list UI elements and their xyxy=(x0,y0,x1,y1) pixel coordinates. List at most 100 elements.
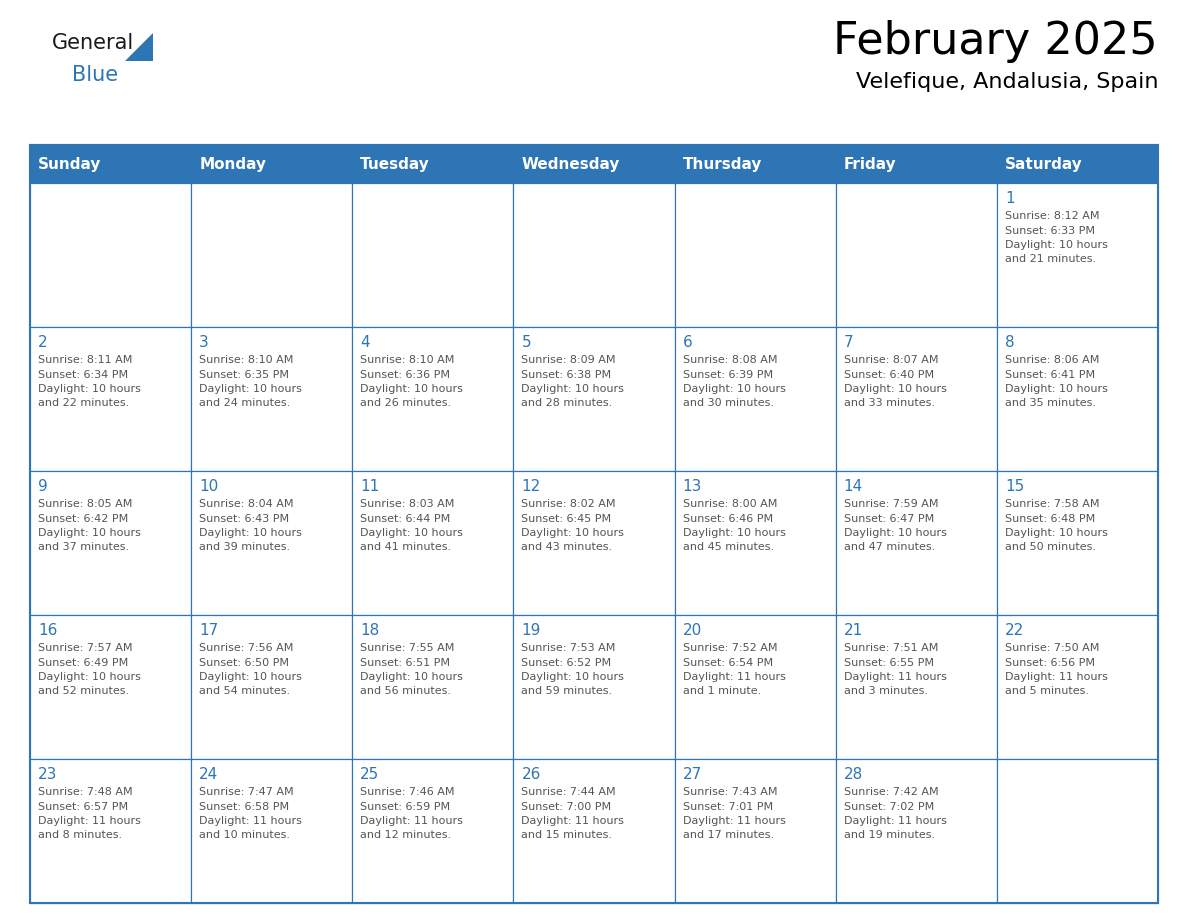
Bar xyxy=(835,759,997,903)
Bar xyxy=(30,615,191,759)
Text: and 43 minutes.: and 43 minutes. xyxy=(522,543,613,553)
Text: 2: 2 xyxy=(38,335,48,350)
Text: Velefique, Andalusia, Spain: Velefique, Andalusia, Spain xyxy=(855,72,1158,92)
Text: and 19 minutes.: and 19 minutes. xyxy=(843,831,935,841)
Text: Sunrise: 8:07 AM: Sunrise: 8:07 AM xyxy=(843,355,939,365)
Text: Sunrise: 7:53 AM: Sunrise: 7:53 AM xyxy=(522,643,615,653)
Text: 11: 11 xyxy=(360,479,379,494)
Text: 15: 15 xyxy=(1005,479,1024,494)
Text: 4: 4 xyxy=(360,335,369,350)
Text: Sunset: 6:50 PM: Sunset: 6:50 PM xyxy=(200,657,289,667)
Text: Blue: Blue xyxy=(72,65,118,85)
Bar xyxy=(513,471,675,615)
Text: Tuesday: Tuesday xyxy=(360,156,430,172)
Text: Sunrise: 7:56 AM: Sunrise: 7:56 AM xyxy=(200,643,293,653)
Text: and 28 minutes.: and 28 minutes. xyxy=(522,398,613,409)
Text: Sunrise: 7:44 AM: Sunrise: 7:44 AM xyxy=(522,787,617,797)
Text: 8: 8 xyxy=(1005,335,1015,350)
Text: and 22 minutes.: and 22 minutes. xyxy=(38,398,129,409)
Text: General: General xyxy=(52,33,134,53)
Text: 24: 24 xyxy=(200,767,219,782)
Text: Daylight: 11 hours: Daylight: 11 hours xyxy=(683,672,785,682)
Text: Daylight: 10 hours: Daylight: 10 hours xyxy=(200,528,302,538)
Bar xyxy=(191,759,353,903)
Bar xyxy=(191,471,353,615)
Bar xyxy=(30,327,191,471)
Text: 3: 3 xyxy=(200,335,209,350)
Text: Sunrise: 7:46 AM: Sunrise: 7:46 AM xyxy=(360,787,455,797)
Text: Daylight: 10 hours: Daylight: 10 hours xyxy=(1005,528,1107,538)
Bar xyxy=(513,615,675,759)
Text: and 47 minutes.: and 47 minutes. xyxy=(843,543,935,553)
Bar xyxy=(191,615,353,759)
Text: 17: 17 xyxy=(200,623,219,638)
Bar xyxy=(353,183,513,327)
Text: Sunset: 6:36 PM: Sunset: 6:36 PM xyxy=(360,370,450,379)
Text: Saturday: Saturday xyxy=(1005,156,1082,172)
Text: Daylight: 10 hours: Daylight: 10 hours xyxy=(200,384,302,394)
Text: and 59 minutes.: and 59 minutes. xyxy=(522,687,613,697)
Text: Daylight: 10 hours: Daylight: 10 hours xyxy=(38,384,141,394)
Text: Daylight: 10 hours: Daylight: 10 hours xyxy=(522,384,625,394)
Text: Sunrise: 7:48 AM: Sunrise: 7:48 AM xyxy=(38,787,133,797)
Text: Sunrise: 8:08 AM: Sunrise: 8:08 AM xyxy=(683,355,777,365)
Bar xyxy=(835,471,997,615)
Text: and 1 minute.: and 1 minute. xyxy=(683,687,760,697)
Text: Daylight: 11 hours: Daylight: 11 hours xyxy=(1005,672,1107,682)
Text: Sunset: 6:55 PM: Sunset: 6:55 PM xyxy=(843,657,934,667)
Text: Daylight: 10 hours: Daylight: 10 hours xyxy=(683,384,785,394)
Text: 18: 18 xyxy=(360,623,379,638)
Text: 7: 7 xyxy=(843,335,853,350)
Bar xyxy=(30,145,1158,903)
Text: Daylight: 10 hours: Daylight: 10 hours xyxy=(1005,240,1107,250)
Text: Sunrise: 8:02 AM: Sunrise: 8:02 AM xyxy=(522,499,615,509)
Text: and 39 minutes.: and 39 minutes. xyxy=(200,543,290,553)
Text: Sunset: 6:45 PM: Sunset: 6:45 PM xyxy=(522,513,612,523)
Text: Sunset: 6:52 PM: Sunset: 6:52 PM xyxy=(522,657,612,667)
Text: and 30 minutes.: and 30 minutes. xyxy=(683,398,773,409)
Text: and 8 minutes.: and 8 minutes. xyxy=(38,831,122,841)
Text: Sunset: 6:46 PM: Sunset: 6:46 PM xyxy=(683,513,772,523)
Text: Daylight: 11 hours: Daylight: 11 hours xyxy=(683,816,785,826)
Text: Monday: Monday xyxy=(200,156,266,172)
Text: and 24 minutes.: and 24 minutes. xyxy=(200,398,290,409)
Text: and 21 minutes.: and 21 minutes. xyxy=(1005,254,1097,264)
Bar xyxy=(997,327,1158,471)
Text: Sunrise: 7:42 AM: Sunrise: 7:42 AM xyxy=(843,787,939,797)
Text: Sunrise: 7:50 AM: Sunrise: 7:50 AM xyxy=(1005,643,1099,653)
Text: 13: 13 xyxy=(683,479,702,494)
Bar xyxy=(675,759,835,903)
Bar xyxy=(191,327,353,471)
Text: Daylight: 10 hours: Daylight: 10 hours xyxy=(360,384,463,394)
Text: Sunset: 7:00 PM: Sunset: 7:00 PM xyxy=(522,801,612,812)
Polygon shape xyxy=(125,33,153,61)
Text: Sunset: 6:54 PM: Sunset: 6:54 PM xyxy=(683,657,772,667)
Text: and 54 minutes.: and 54 minutes. xyxy=(200,687,290,697)
Text: Sunrise: 7:52 AM: Sunrise: 7:52 AM xyxy=(683,643,777,653)
Text: and 45 minutes.: and 45 minutes. xyxy=(683,543,773,553)
Text: Daylight: 10 hours: Daylight: 10 hours xyxy=(843,528,947,538)
Bar xyxy=(513,327,675,471)
Bar xyxy=(353,327,513,471)
Text: Daylight: 10 hours: Daylight: 10 hours xyxy=(843,384,947,394)
Text: 9: 9 xyxy=(38,479,48,494)
Text: and 52 minutes.: and 52 minutes. xyxy=(38,687,129,697)
Text: Sunrise: 8:00 AM: Sunrise: 8:00 AM xyxy=(683,499,777,509)
Text: and 56 minutes.: and 56 minutes. xyxy=(360,687,451,697)
Bar xyxy=(30,759,191,903)
Text: 1: 1 xyxy=(1005,191,1015,206)
Bar xyxy=(30,183,191,327)
Text: Sunset: 6:44 PM: Sunset: 6:44 PM xyxy=(360,513,450,523)
Text: 12: 12 xyxy=(522,479,541,494)
Text: Sunset: 6:48 PM: Sunset: 6:48 PM xyxy=(1005,513,1095,523)
Text: February 2025: February 2025 xyxy=(833,20,1158,63)
Text: 5: 5 xyxy=(522,335,531,350)
Text: Friday: Friday xyxy=(843,156,896,172)
Text: Sunset: 6:56 PM: Sunset: 6:56 PM xyxy=(1005,657,1095,667)
Text: Sunset: 6:58 PM: Sunset: 6:58 PM xyxy=(200,801,289,812)
Text: Daylight: 10 hours: Daylight: 10 hours xyxy=(1005,384,1107,394)
Text: Sunset: 6:47 PM: Sunset: 6:47 PM xyxy=(843,513,934,523)
Bar xyxy=(835,615,997,759)
Bar xyxy=(30,145,1158,183)
Text: and 3 minutes.: and 3 minutes. xyxy=(843,687,928,697)
